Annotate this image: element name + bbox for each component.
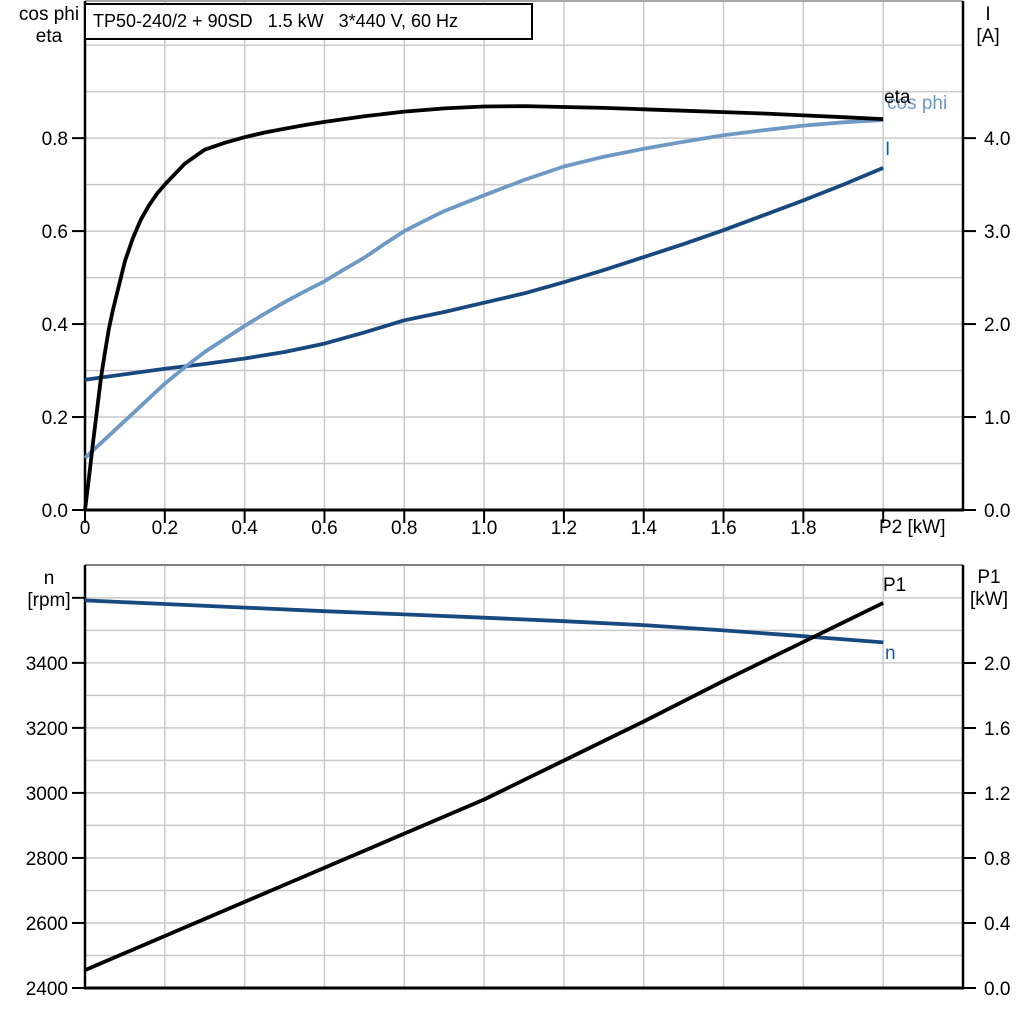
bottom-left-axis-title-rpm: [rpm] [27, 590, 71, 611]
curve-label-p1: P1 [883, 575, 907, 596]
i-curve [84, 166, 884, 382]
svg-text:0.2: 0.2 [42, 408, 68, 429]
svg-text:2800: 2800 [26, 849, 68, 870]
bottom-right-axis-title-kw: [kW] [970, 589, 1008, 610]
svg-text:2.0: 2.0 [984, 654, 1010, 675]
ticks-and-tick-labels: 2400 2600 2800 3000 3200 3400 0.0 0.4 0.8 1.2 1.6 2… [26, 596, 1011, 1000]
top-left-axis-title-cos-phi: cos phi [18, 4, 80, 25]
chart-0: 0 0.2 0.4 0.6 0.8 1.0 1.2 1.4 1.6 1.8 0.0 0.2 0.4 0.6… [42, 0, 1011, 539]
svg-text:1.8: 1.8 [790, 518, 816, 539]
p1-curve [84, 601, 885, 972]
bottom-right-axis-title-p1: P1 [977, 567, 1001, 588]
svg-text:0.8: 0.8 [984, 849, 1010, 870]
eta-curve [83, 104, 884, 511]
bottom-left-axis-title-n: n [43, 568, 55, 589]
n-curve [84, 598, 884, 645]
svg-text:1.2: 1.2 [984, 784, 1010, 805]
svg-text:1.4: 1.4 [631, 518, 658, 539]
chart-title-box: TP50-240/2 + 90SD 1.5 kW 3*440 V, 60 Hz [84, 3, 533, 40]
svg-text:0.6: 0.6 [311, 518, 337, 539]
svg-text:0.4: 0.4 [984, 914, 1011, 935]
svg-text:3200: 3200 [26, 719, 68, 740]
curve-label-n: n [885, 643, 896, 664]
chart-1: 2400 2600 2800 3000 3200 3400 0.0 0.4 0.8 1.2 1.6 2… [26, 564, 1011, 1000]
svg-text:0.4: 0.4 [42, 315, 69, 336]
top-right-axis-title-i: I [985, 4, 991, 25]
svg-text:0.8: 0.8 [42, 129, 68, 150]
svg-text:0.6: 0.6 [42, 222, 68, 243]
svg-text:0.0: 0.0 [984, 501, 1010, 522]
gridlines [85, 565, 963, 988]
top-right-axis-title-amps: [A] [976, 26, 1000, 47]
svg-text:0: 0 [80, 518, 91, 539]
top-left-axis-title-eta: eta [35, 26, 63, 47]
svg-text:0.0: 0.0 [984, 979, 1010, 1000]
svg-text:0.4: 0.4 [231, 518, 258, 539]
svg-text:1.0: 1.0 [984, 408, 1010, 429]
svg-text:3.0: 3.0 [984, 222, 1010, 243]
curve-label-eta: eta [884, 87, 911, 108]
svg-text:4.0: 4.0 [984, 129, 1010, 150]
svg-text:1.6: 1.6 [710, 518, 736, 539]
svg-text:2400: 2400 [26, 979, 68, 1000]
cos-phi-curve [83, 118, 884, 460]
svg-text:1.6: 1.6 [984, 719, 1010, 740]
svg-text:1.0: 1.0 [471, 518, 497, 539]
svg-text:0.0: 0.0 [42, 501, 68, 522]
svg-text:3000: 3000 [26, 784, 68, 805]
ticks-and-tick-labels: 0 0.2 0.4 0.6 0.8 1.0 1.2 1.4 1.6 1.8 0.0 0.2 0.4 0.6… [42, 129, 1011, 539]
svg-text:1.2: 1.2 [551, 518, 577, 539]
svg-text:2.0: 2.0 [984, 315, 1010, 336]
svg-text:2600: 2600 [26, 914, 68, 935]
svg-text:0.2: 0.2 [152, 518, 178, 539]
svg-text:3400: 3400 [26, 654, 68, 675]
plot-frame [83, 0, 965, 512]
gridlines [85, 1, 963, 510]
curve-label-i: I [885, 139, 891, 160]
curve-label-cos-phi: cos phi [887, 93, 948, 114]
x-axis-label-p2-kw: P2 [kW] [879, 517, 946, 538]
svg-text:0.8: 0.8 [391, 518, 417, 539]
plot-frame [83, 564, 965, 990]
